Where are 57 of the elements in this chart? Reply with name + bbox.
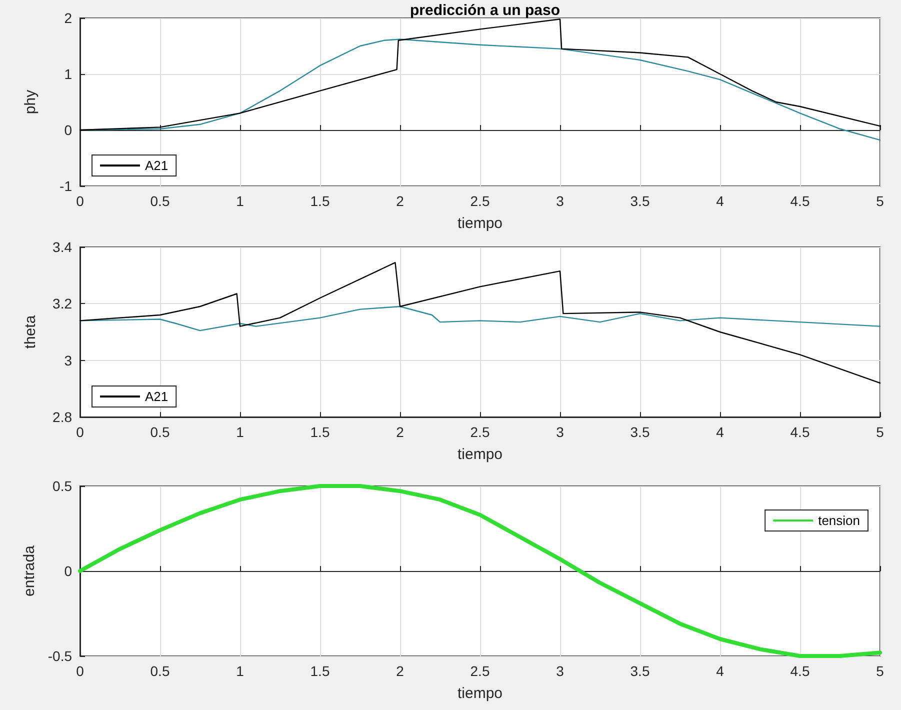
- x-tick-label: 4: [716, 193, 724, 209]
- y-axis-title: theta: [22, 314, 39, 349]
- x-tick-label: 1.5: [310, 663, 330, 679]
- line-series: [79, 306, 881, 332]
- x-tick-label: 3: [556, 663, 564, 679]
- y-tick-label: 0: [64, 122, 72, 138]
- x-axis-title: tiempo: [457, 446, 503, 463]
- y-axis-title: phy: [22, 89, 39, 114]
- x-tick-label: 3.5: [630, 424, 650, 440]
- x-tick-label: 3: [556, 193, 564, 209]
- y-tick-label: -0.5: [48, 648, 72, 664]
- x-tick-label: 4.5: [790, 663, 810, 679]
- x-tick-label: 1.5: [310, 193, 330, 209]
- x-tick-label: 2.5: [470, 663, 490, 679]
- x-tick-label: 0.5: [150, 663, 170, 679]
- x-tick-label: 2: [396, 663, 404, 679]
- x-tick-label: 1: [236, 193, 244, 209]
- legend-label: A21: [145, 158, 168, 173]
- x-tick-label: 3.5: [630, 663, 650, 679]
- y-tick-label: 3: [64, 352, 72, 368]
- x-tick-label: 2: [396, 424, 404, 440]
- x-tick-label: 4.5: [790, 193, 810, 209]
- x-tick-label: 5: [876, 663, 884, 679]
- x-axis-title: tiempo: [457, 685, 503, 702]
- x-tick-label: 1: [236, 424, 244, 440]
- x-tick-label: 2: [396, 193, 404, 209]
- y-axis-title: entrada: [20, 544, 38, 596]
- x-tick-label: 1.5: [310, 424, 330, 440]
- legend-label: tension: [818, 513, 860, 528]
- x-axis-title: tiempo: [457, 215, 503, 232]
- x-tick-label: 5: [876, 424, 884, 440]
- chart-title: predicción a un paso: [410, 2, 560, 19]
- y-tick-label: 3.4: [52, 239, 72, 255]
- x-tick-label: 3.5: [630, 193, 650, 209]
- x-tick-label: 4.5: [790, 424, 810, 440]
- y-tick-label: 0.5: [52, 478, 72, 494]
- x-tick-label: 3: [556, 424, 564, 440]
- x-tick-label: 2.5: [470, 193, 490, 209]
- y-tick-label: 3.2: [52, 296, 72, 312]
- x-tick-label: 4: [716, 663, 724, 679]
- x-tick-label: 0: [76, 663, 84, 679]
- y-tick-label: 2: [64, 10, 72, 26]
- y-tick-label: -1: [60, 178, 72, 194]
- legend-label: A21: [145, 389, 168, 404]
- x-tick-label: 0: [76, 193, 84, 209]
- x-tick-label: 0: [76, 424, 84, 440]
- y-tick-label: 2.8: [52, 409, 72, 425]
- x-tick-label: 1: [236, 663, 244, 679]
- x-tick-label: 0.5: [150, 193, 170, 209]
- x-tick-label: 5: [876, 193, 884, 209]
- x-tick-label: 4: [716, 424, 724, 440]
- y-tick-label: 0: [64, 563, 72, 579]
- x-tick-label: 0.5: [150, 424, 170, 440]
- y-tick-label: 1: [64, 66, 72, 82]
- line-series: [79, 262, 881, 384]
- x-tick-label: 2.5: [470, 424, 490, 440]
- line-series: [78, 484, 882, 658]
